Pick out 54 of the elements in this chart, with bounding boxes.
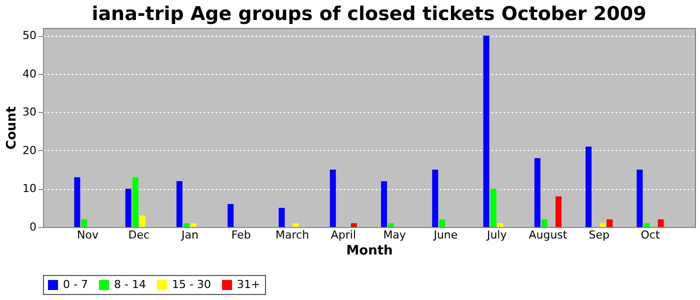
- x-tick-label: Sep: [588, 228, 610, 242]
- bar: [606, 219, 613, 227]
- bar: [81, 219, 88, 227]
- x-tick-label: Feb: [231, 228, 251, 242]
- chart-title: iana-trip Age groups of closed tickets October 2009: [92, 3, 646, 25]
- x-tick-label: Jan: [180, 228, 199, 242]
- bar: [636, 170, 643, 227]
- y-tick-label: 40: [22, 67, 36, 80]
- bar: [176, 181, 182, 227]
- x-axis-title: Month: [346, 244, 393, 258]
- y-axis-title: Count: [4, 106, 20, 150]
- bar: [388, 223, 394, 227]
- bar: [600, 223, 606, 227]
- bar: [483, 36, 490, 227]
- y-tick-label: 50: [22, 29, 36, 42]
- x-tick-label: April: [330, 228, 356, 242]
- bar: [125, 188, 132, 227]
- bar: [497, 223, 504, 227]
- x-tick-label: August: [528, 228, 568, 242]
- y-tick-label: 30: [22, 106, 36, 119]
- y-tick-label: 20: [22, 144, 36, 157]
- legend-label: 0 - 7: [63, 278, 88, 291]
- bar: [132, 177, 138, 227]
- bar: [292, 223, 299, 227]
- bar: [190, 223, 197, 227]
- x-tick-label: Dec: [128, 228, 150, 242]
- bar: [586, 146, 592, 227]
- bar: [432, 170, 438, 227]
- x-tick-label: March: [276, 228, 310, 242]
- bar: [139, 216, 146, 227]
- bar: [541, 219, 548, 227]
- bar: [439, 219, 446, 227]
- x-tick-label: July: [486, 228, 508, 242]
- x-tick-label: Nov: [77, 228, 99, 242]
- bar: [381, 181, 388, 227]
- bar: [556, 196, 562, 227]
- bar: [658, 219, 664, 227]
- legend-label: 15 - 30: [172, 278, 211, 291]
- x-tick-label: May: [383, 228, 406, 242]
- legend-label: 31+: [237, 278, 260, 291]
- x-tick-label: Oct: [640, 228, 660, 242]
- bar: [228, 204, 234, 227]
- y-tick-label: 10: [22, 182, 36, 196]
- x-tick-label: June: [432, 228, 458, 242]
- bar: [184, 223, 190, 227]
- bar: [534, 158, 540, 227]
- legend-label: 8 - 14: [114, 278, 146, 291]
- bar: [490, 188, 496, 227]
- bar: [330, 170, 336, 227]
- bar: [278, 208, 285, 227]
- bar: [350, 223, 357, 227]
- bar: [74, 177, 80, 227]
- y-tick-label: 0: [30, 220, 36, 234]
- bar: [644, 223, 650, 227]
